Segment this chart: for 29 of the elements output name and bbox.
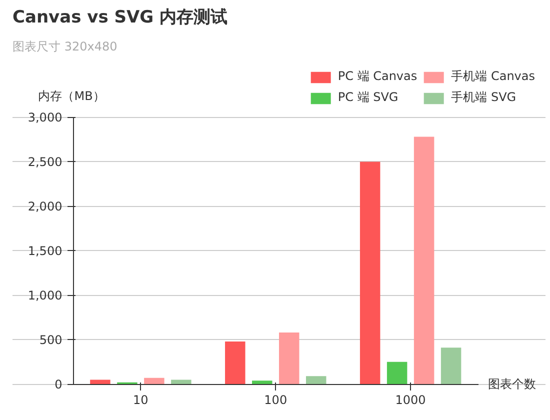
x-tick-label: 100 — [264, 393, 288, 408]
bar — [225, 341, 246, 384]
y-tick-label: 3,000 — [28, 110, 62, 125]
x-tick-label: 10 — [133, 393, 148, 408]
chart-title: Canvas vs SVG 内存测试 — [12, 8, 228, 28]
bar — [252, 380, 272, 384]
bar — [90, 380, 110, 384]
bar — [144, 378, 164, 384]
y-tick-label: 2,500 — [28, 155, 62, 170]
legend-label: PC 端 SVG — [338, 89, 398, 106]
bar — [171, 380, 192, 384]
y-axis-title: 内存（MB） — [38, 89, 105, 104]
y-tick-label: 1,500 — [28, 244, 62, 258]
bar — [306, 376, 326, 384]
bar — [360, 162, 380, 384]
legend-label: 手机端 Canvas — [451, 68, 535, 85]
bar — [414, 136, 434, 384]
y-tick-label: 2,000 — [28, 200, 62, 214]
y-tick-label: 0 — [54, 378, 62, 392]
bar — [386, 362, 408, 384]
x-axis-title: 图表个数 — [488, 377, 536, 392]
legend-label: PC 端 Canvas — [338, 68, 418, 85]
bar — [440, 348, 462, 384]
bar — [279, 332, 300, 384]
y-tick-label: 500 — [39, 333, 62, 348]
y-tick-label: 1,000 — [28, 288, 62, 303]
legend-label: 手机端 SVG — [451, 89, 516, 106]
chart-subtitle: 图表尺寸 320x480 — [12, 40, 118, 54]
x-tick-label: 1000 — [395, 393, 426, 408]
